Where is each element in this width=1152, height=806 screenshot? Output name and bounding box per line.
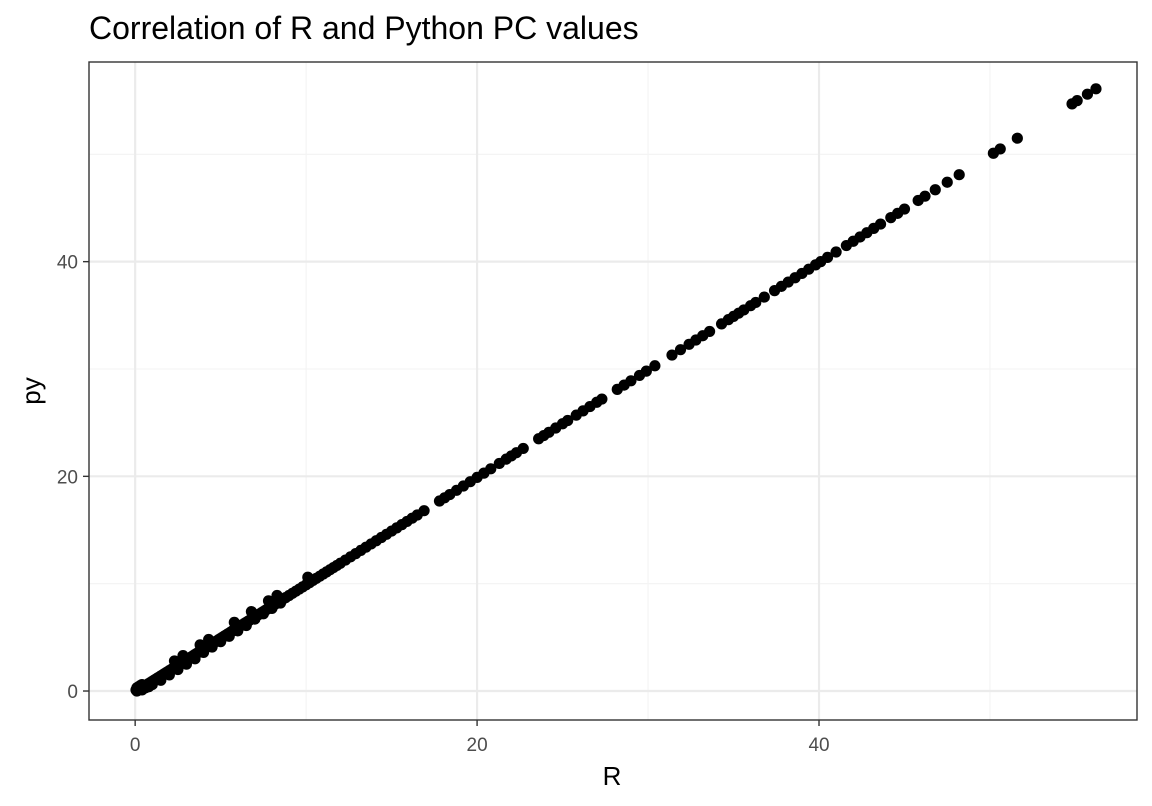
plot-panel-border [88,61,1138,721]
data-point [941,176,953,188]
data-point [625,375,637,387]
data-point [485,463,497,475]
data-point [203,633,215,646]
data-point [994,143,1006,155]
chart-title: Correlation of R and Python PC values [89,10,639,46]
data-point [240,619,252,632]
data-point [168,655,181,667]
data-point [189,653,201,665]
data-point [649,360,661,372]
data-point [180,658,193,670]
data-point [228,616,240,628]
data-point [596,393,608,405]
data-point [758,291,770,303]
data-point [703,325,716,338]
data-point [1081,88,1094,100]
data-point [232,625,244,637]
data-point [172,663,184,676]
data-point [1071,95,1083,107]
data-point [919,190,931,202]
data-point [194,639,206,651]
y-tick-label: 0 [67,682,78,703]
data-point [898,203,911,215]
data-point [874,218,887,230]
data-point [155,674,167,686]
data-point [262,595,275,607]
data-point [666,349,678,361]
data-point [245,605,258,618]
data-point [1011,132,1023,144]
data-points [130,83,1102,697]
data-point [517,442,529,455]
data-point [821,251,834,263]
data-point [223,630,235,642]
data-point [562,414,574,427]
data-point [271,589,283,602]
x-axis-title: R [603,761,622,791]
data-point [302,571,314,583]
data-point [1090,83,1102,95]
data-point [640,365,652,377]
data-point [418,505,430,517]
data-point [146,678,158,691]
data-point [177,649,189,662]
grid-layer [89,62,1137,720]
x-axis: 0 20 40 [130,720,830,756]
x-tick-label: 20 [467,735,488,756]
data-point [953,169,965,181]
y-tick-label: 40 [57,253,78,274]
y-axis: 0 20 40 [57,253,89,703]
data-point [750,296,762,309]
x-tick-label: 40 [808,735,829,756]
data-point [163,669,175,681]
y-axis-title: py [16,377,46,404]
data-point [257,608,269,620]
data-point [674,344,687,356]
data-point [929,184,941,196]
data-point [215,636,227,648]
data-point [830,246,842,258]
y-tick-label: 20 [57,467,78,488]
x-tick-label: 0 [130,735,141,756]
